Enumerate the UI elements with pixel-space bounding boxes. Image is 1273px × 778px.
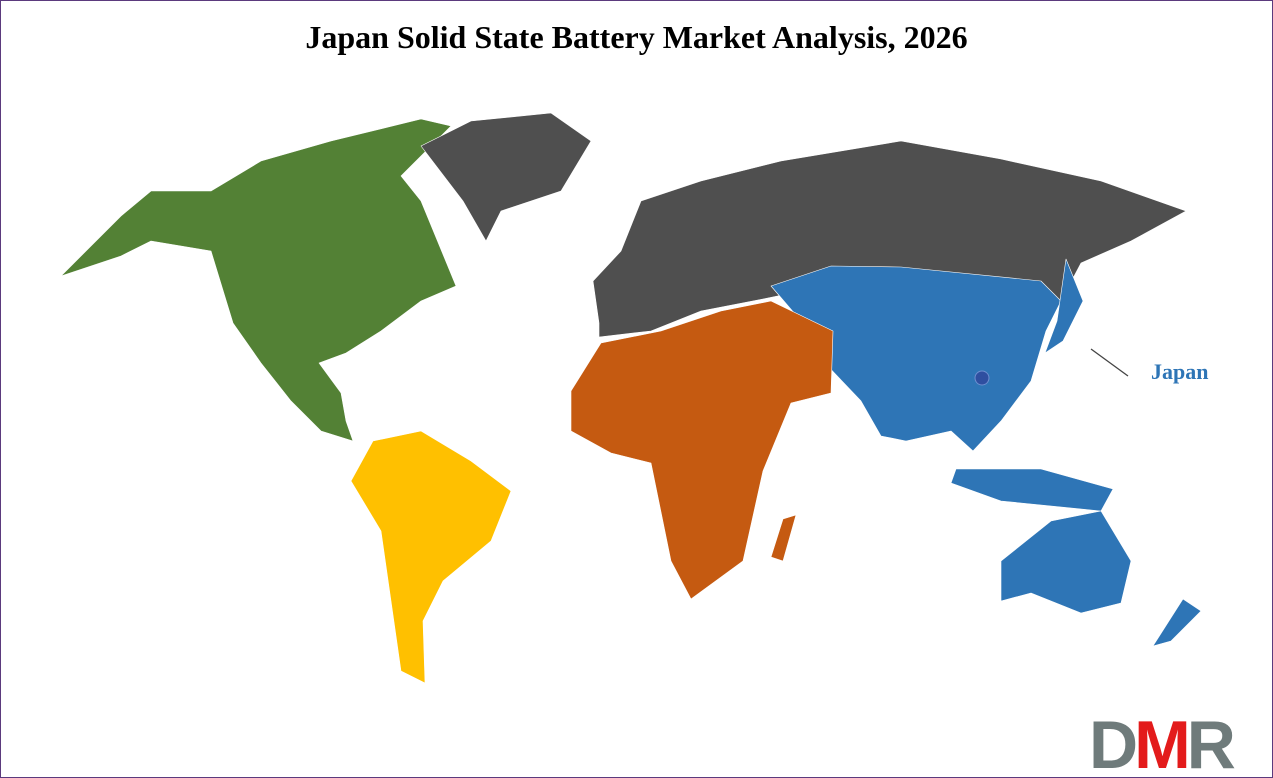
- region-north-america: [60, 118, 457, 442]
- dmr-logo: DMR: [1089, 707, 1236, 778]
- region-asia: [770, 265, 1062, 452]
- japan-label: Japan: [1151, 359, 1209, 384]
- region-greenland: [420, 112, 592, 242]
- location-marker: [974, 370, 990, 386]
- region-australia: [1000, 510, 1132, 614]
- region-africa-middle-east: [570, 300, 834, 600]
- region-madagascar: [770, 514, 797, 562]
- page-title: Japan Solid State Battery Market Analysi…: [305, 19, 968, 55]
- region-south-america: [350, 430, 512, 684]
- region-new-zealand: [1152, 598, 1202, 647]
- japan-leader-line: [1090, 348, 1129, 377]
- region-japan: [1044, 258, 1084, 354]
- region-southeast-islands: [950, 468, 1114, 512]
